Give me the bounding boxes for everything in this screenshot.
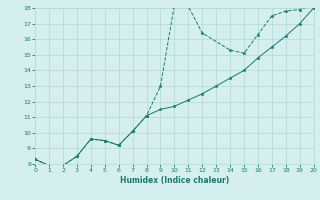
X-axis label: Humidex (Indice chaleur): Humidex (Indice chaleur): [120, 176, 229, 185]
